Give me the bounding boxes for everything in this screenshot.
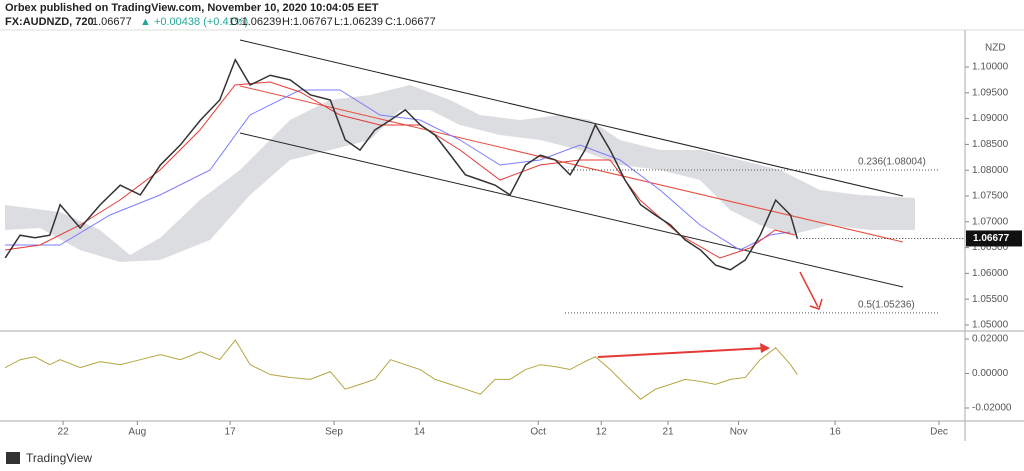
oscillator-line xyxy=(4,339,798,400)
down-arrow xyxy=(799,271,819,308)
x-tick-label: 17 xyxy=(225,427,237,438)
y-tick-label: 0.02000 xyxy=(972,334,1009,345)
fib-label: 0.5(1.05236) xyxy=(858,299,915,310)
y-tick-label: 1.09500 xyxy=(972,87,1009,98)
price-line xyxy=(4,58,798,271)
y-tick-label: 1.10000 xyxy=(972,62,1009,73)
x-tick-label: Nov xyxy=(730,427,748,438)
logo xyxy=(6,452,20,464)
brand: TradingView xyxy=(26,451,92,465)
high: H:1.06767 xyxy=(282,16,333,28)
y-tick-label: 1.06000 xyxy=(972,268,1009,279)
y-tick-label: 1.08000 xyxy=(972,165,1009,176)
y-tick-label: 1.07000 xyxy=(972,216,1009,227)
down-arrow-head xyxy=(809,298,823,310)
last-price: 1.06677 xyxy=(92,16,132,28)
divergence-arrow xyxy=(597,347,766,358)
kijun-line xyxy=(5,89,791,251)
x-tick-label: 12 xyxy=(596,427,608,438)
close: C:1.06677 xyxy=(385,16,436,28)
cloud xyxy=(5,85,915,262)
channel-lower xyxy=(239,132,904,288)
open: O:1.06239 xyxy=(230,16,281,28)
y-tick-label: 1.09000 xyxy=(972,113,1009,124)
y-tick-label: 1.06500 xyxy=(972,242,1009,253)
y-tick-label: 1.08500 xyxy=(972,139,1009,150)
publisher: Orbex published on TradingView.com, Nove… xyxy=(5,2,379,14)
arrow-head xyxy=(760,343,770,353)
x-tick-label: Aug xyxy=(128,427,146,438)
x-tick-label: Oct xyxy=(530,427,546,438)
x-tick-label: Dec xyxy=(930,427,948,438)
change: ▲ +0.00438 (+0.41%) xyxy=(140,16,248,28)
currency: NZD xyxy=(985,43,1006,54)
y-tick-label: -0.02000 xyxy=(972,403,1012,414)
y-tick-label: 1.05500 xyxy=(972,294,1009,305)
y-tick-label: 1.05000 xyxy=(972,320,1009,331)
x-tick-label: 21 xyxy=(663,427,675,438)
y-tick-label: 0.00000 xyxy=(972,368,1009,379)
x-tick-label: Sep xyxy=(325,427,343,438)
channel-mid xyxy=(239,85,904,243)
current-price-box xyxy=(966,230,1022,247)
channel-upper xyxy=(239,39,904,197)
y-tick-label: 1.07500 xyxy=(972,191,1009,202)
x-tick-label: 22 xyxy=(58,427,70,438)
fib-label: 0.236(1.08004) xyxy=(858,157,926,168)
symbol: FX:AUDNZD, 720 xyxy=(5,16,94,28)
low: L:1.06239 xyxy=(334,16,383,28)
x-tick-label: 16 xyxy=(830,427,842,438)
current-price-label: 1.06677 xyxy=(973,233,1010,244)
x-tick-label: 14 xyxy=(414,427,426,438)
